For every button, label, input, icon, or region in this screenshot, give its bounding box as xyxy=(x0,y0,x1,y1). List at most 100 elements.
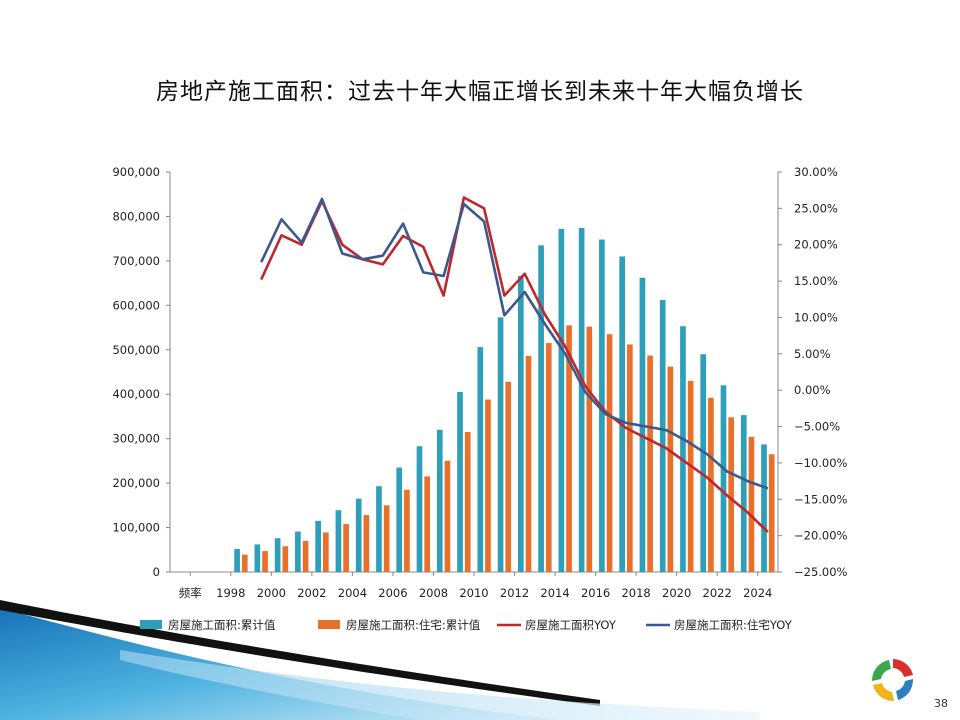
bar-total-area xyxy=(436,429,443,572)
bar-total-area xyxy=(376,486,382,572)
x-tick-label: 2002 xyxy=(297,586,326,600)
x-tick-label: 2004 xyxy=(338,586,367,600)
y-right-tick-label: 15.00% xyxy=(794,274,838,288)
y-left-tick-label: 600,000 xyxy=(112,298,160,312)
y-right-tick-label: −5.00% xyxy=(794,420,840,434)
x-tick-label: 2024 xyxy=(743,586,772,600)
legend-label: 房屋施工面积:累计值 xyxy=(168,618,276,632)
x-tick-label: 1998 xyxy=(216,586,245,600)
y-right-tick-label: −15.00% xyxy=(794,492,848,506)
y-right-tick-label: 30.00% xyxy=(794,165,838,179)
y-left-tick-label: 800,000 xyxy=(112,209,160,223)
bar-total-area xyxy=(578,228,585,572)
company-logo-icon xyxy=(871,659,914,702)
bar-residential-area xyxy=(728,417,735,572)
bar-residential-area xyxy=(485,399,491,572)
y-right-tick-label: 5.00% xyxy=(794,347,831,361)
x-tick-label: 2016 xyxy=(581,586,610,600)
x-tick-label: 2018 xyxy=(621,586,650,600)
bar-residential-area xyxy=(566,325,572,572)
y-right-tick-label: 20.00% xyxy=(794,238,838,252)
line-total-yoy xyxy=(260,196,769,533)
bar-total-area xyxy=(720,385,727,572)
bar-residential-area xyxy=(505,381,512,572)
bar-residential-area xyxy=(647,355,653,572)
chart-axes xyxy=(166,171,782,576)
y-right-tick-label: 0.00% xyxy=(794,383,831,397)
bar-total-area xyxy=(740,415,747,572)
bar-total-area xyxy=(517,276,524,572)
y-left-tick-label: 100,000 xyxy=(112,521,160,535)
legend-label: 房屋施工面积:住宅YOY xyxy=(674,618,793,632)
bar-residential-area xyxy=(241,554,248,572)
bar-total-area xyxy=(659,300,666,572)
legend-swatch xyxy=(140,620,162,629)
bar-total-area xyxy=(335,510,342,572)
y-right-tick-label: 25.00% xyxy=(794,201,838,215)
chart-lines xyxy=(260,196,769,533)
bar-residential-area xyxy=(464,432,471,572)
bar-residential-area xyxy=(606,334,613,572)
y-left-tick-label: 0 xyxy=(153,565,160,579)
bar-total-area xyxy=(761,444,767,572)
bar-total-area xyxy=(396,467,403,572)
bar-residential-area xyxy=(262,551,268,572)
y-right-tick-label: −25.00% xyxy=(794,565,848,579)
bar-total-area xyxy=(355,498,362,572)
x-tick-label: 2022 xyxy=(703,586,732,600)
bar-residential-area xyxy=(302,540,309,572)
y-right-tick-label: 10.00% xyxy=(794,310,838,324)
bar-residential-area xyxy=(444,460,451,572)
bar-residential-area xyxy=(748,436,755,572)
bar-total-area xyxy=(680,326,686,572)
bar-total-area xyxy=(295,531,301,572)
page-number: 38 xyxy=(934,697,948,710)
x-tick-label: 2008 xyxy=(419,586,448,600)
y-left-tick-label: 200,000 xyxy=(112,476,160,490)
bar-residential-area xyxy=(404,489,410,572)
bar-residential-area xyxy=(363,515,370,572)
y-left-tick-label: 900,000 xyxy=(112,165,160,179)
bar-residential-area xyxy=(424,476,431,572)
bar-total-area xyxy=(234,548,240,572)
y-left-tick-label: 500,000 xyxy=(112,343,160,357)
legend-label: 房屋施工面积:住宅:累计值 xyxy=(346,618,481,632)
bar-residential-area xyxy=(667,366,674,572)
x-tick-label: 频率 xyxy=(179,586,202,600)
chart-legend: 房屋施工面积:累计值 房屋施工面积:住宅:累计值 房屋施工面积YOY 房屋施工面积:住… xyxy=(140,618,793,632)
bar-total-area xyxy=(558,228,565,572)
legend-label: 房屋施工面积YOY xyxy=(525,618,617,632)
y-right-tick-label: −10.00% xyxy=(794,456,848,470)
bar-total-area xyxy=(619,256,625,572)
legend-swatch xyxy=(318,620,340,629)
x-tick-label: 2010 xyxy=(459,586,488,600)
chart-tick-labels: 0 100,000 200,000 300,000 400,000 500,000 600,… xyxy=(112,165,847,600)
x-tick-label: 2012 xyxy=(500,586,529,600)
y-left-tick-label: 700,000 xyxy=(112,254,160,268)
bar-residential-area xyxy=(768,454,775,572)
x-tick-label: 2020 xyxy=(662,586,691,600)
bar-residential-area xyxy=(708,397,714,572)
y-left-tick-label: 300,000 xyxy=(112,432,160,446)
bar-total-area xyxy=(274,538,281,572)
bar-residential-area xyxy=(343,524,349,572)
bar-residential-area xyxy=(687,380,694,572)
bar-total-area xyxy=(497,317,504,572)
bar-total-area xyxy=(315,520,321,572)
bar-residential-area xyxy=(545,343,552,572)
bar-total-area xyxy=(457,392,463,572)
bar-total-area xyxy=(416,446,423,572)
x-tick-label: 2000 xyxy=(257,586,286,600)
x-tick-label: 2006 xyxy=(378,586,407,600)
bar-residential-area xyxy=(282,546,289,572)
bar-residential-area xyxy=(586,326,593,572)
slide-title: 房地产施工面积：过去十年大幅正增长到未来十年大幅负增长 xyxy=(156,79,804,105)
bar-total-area xyxy=(477,347,484,572)
y-right-tick-label: −20.00% xyxy=(794,529,848,543)
bar-total-area xyxy=(700,354,707,572)
line-residential-yoy xyxy=(260,197,769,490)
bar-residential-area xyxy=(525,356,532,572)
bar-residential-area xyxy=(627,344,633,572)
